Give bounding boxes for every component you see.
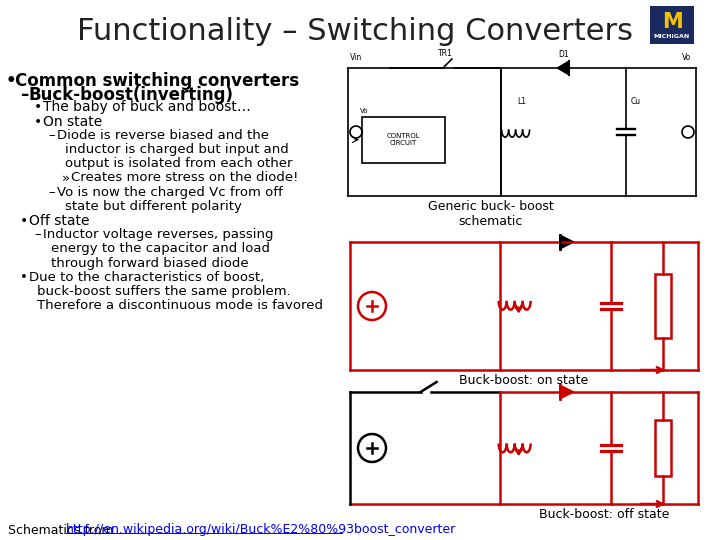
Text: Common switching converters: Common switching converters bbox=[15, 72, 299, 90]
Text: MICHIGAN: MICHIGAN bbox=[654, 33, 690, 38]
Bar bbox=[362, 117, 446, 163]
Text: •: • bbox=[20, 271, 28, 284]
Text: Cu: Cu bbox=[631, 97, 641, 106]
Text: L1: L1 bbox=[517, 97, 526, 106]
Text: •: • bbox=[34, 100, 42, 114]
Text: CONTROL
CIRCUIT: CONTROL CIRCUIT bbox=[387, 133, 420, 146]
Text: Vo: Vo bbox=[360, 107, 369, 113]
Text: state but different polarity: state but different polarity bbox=[65, 200, 242, 213]
Text: TR1: TR1 bbox=[438, 49, 452, 58]
Text: Buck-boost: off state: Buck-boost: off state bbox=[539, 508, 669, 521]
Text: Creates more stress on the diode!: Creates more stress on the diode! bbox=[71, 171, 298, 184]
Bar bbox=[655, 420, 671, 476]
Text: through forward biased diode: through forward biased diode bbox=[51, 256, 248, 269]
Text: buck-boost suffers the same problem.: buck-boost suffers the same problem. bbox=[37, 285, 291, 298]
FancyBboxPatch shape bbox=[650, 6, 694, 44]
Text: –: – bbox=[48, 186, 55, 199]
Text: Functionality – Switching Converters: Functionality – Switching Converters bbox=[77, 17, 633, 46]
Text: Vin: Vin bbox=[350, 53, 362, 62]
Text: »: » bbox=[62, 171, 70, 184]
Text: Buck-boost: on state: Buck-boost: on state bbox=[459, 374, 589, 387]
Text: •: • bbox=[6, 72, 17, 90]
Text: •: • bbox=[20, 214, 28, 228]
Text: –: – bbox=[48, 129, 55, 142]
Text: Vo is now the charged Vc from off: Vo is now the charged Vc from off bbox=[57, 186, 283, 199]
Text: •: • bbox=[34, 114, 42, 129]
Text: –: – bbox=[20, 86, 28, 104]
Text: Generic buck- boost
schematic: Generic buck- boost schematic bbox=[428, 200, 554, 228]
Text: Schematics from: Schematics from bbox=[8, 523, 117, 537]
Text: Buck-boost(inverting): Buck-boost(inverting) bbox=[29, 86, 234, 104]
Text: http://en.wikipedia.org/wiki/Buck%E2%80%93boost_converter: http://en.wikipedia.org/wiki/Buck%E2%80%… bbox=[66, 523, 456, 537]
Polygon shape bbox=[557, 61, 570, 75]
Text: energy to the capacitor and load: energy to the capacitor and load bbox=[51, 242, 270, 255]
Text: Diode is reverse biased and the: Diode is reverse biased and the bbox=[57, 129, 269, 142]
Text: Inductor voltage reverses, passing: Inductor voltage reverses, passing bbox=[43, 228, 274, 241]
Text: The baby of buck and boost…: The baby of buck and boost… bbox=[43, 100, 251, 114]
Text: inductor is charged but input and: inductor is charged but input and bbox=[65, 143, 289, 156]
Text: Therefore a discontinuous mode is favored: Therefore a discontinuous mode is favore… bbox=[37, 299, 323, 312]
Polygon shape bbox=[559, 235, 574, 249]
Text: Off state: Off state bbox=[29, 214, 89, 228]
Text: Due to the characteristics of boost,: Due to the characteristics of boost, bbox=[29, 271, 264, 284]
Bar bbox=[655, 274, 671, 338]
Text: M: M bbox=[662, 12, 683, 32]
Text: D1: D1 bbox=[558, 50, 569, 59]
Text: –: – bbox=[34, 228, 40, 241]
Text: output is isolated from each other: output is isolated from each other bbox=[65, 157, 292, 170]
Text: Vo: Vo bbox=[682, 53, 691, 62]
Text: On state: On state bbox=[43, 114, 102, 129]
Polygon shape bbox=[559, 385, 574, 399]
